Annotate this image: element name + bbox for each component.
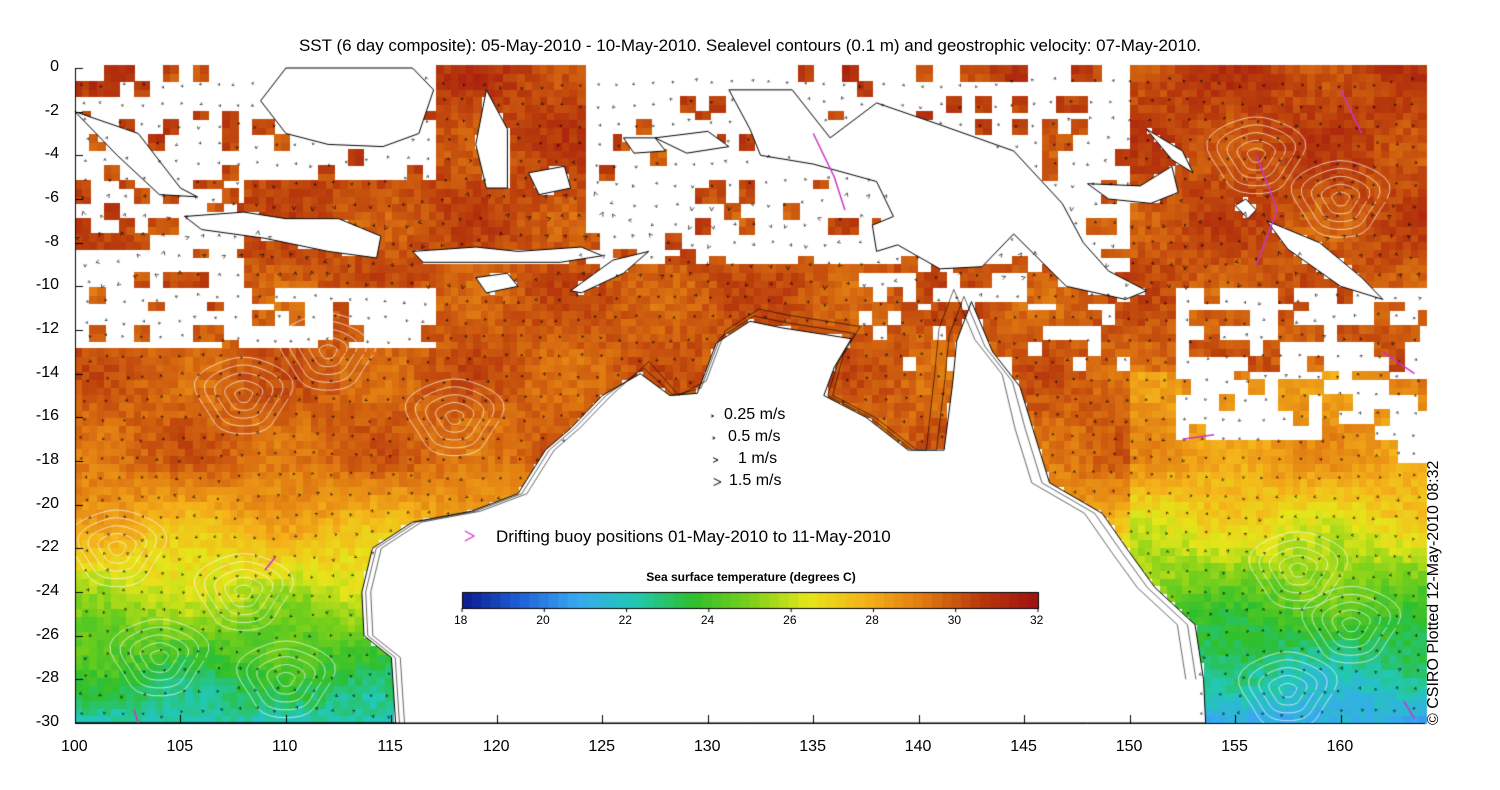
velocity-label-0: 0.25 m/s: [724, 406, 786, 423]
map-title: SST (6 day composite): 05-May-2010 - 10-…: [298, 36, 1202, 55]
y-tick-label: -28: [35, 669, 59, 687]
credit-text: © CSIRO Plotted 12-May-2010 08:32: [1425, 460, 1442, 725]
colorbar-tick-label: 30: [947, 613, 962, 627]
x-tick-label: 135: [799, 738, 826, 755]
x-tick-label: 140: [904, 738, 932, 755]
x-tick-label: 125: [588, 738, 616, 755]
colorbar-tick-label: 28: [865, 613, 879, 627]
colorbar-tick-label: 32: [1030, 613, 1044, 627]
x-tick-label: 115: [377, 738, 403, 755]
x-tick-label: 150: [1115, 738, 1143, 755]
x-tick-label: 105: [166, 738, 194, 755]
y-tick-label: -8: [44, 232, 59, 250]
y-tick-label: -2: [44, 101, 59, 119]
y-tick-label: -22: [35, 538, 59, 556]
x-tick-label: 110: [271, 738, 298, 755]
y-tick-label: -18: [35, 451, 59, 468]
y-tick-label: -14: [35, 363, 59, 381]
y-tick-label: -16: [35, 407, 59, 425]
x-tick-label: 145: [1010, 738, 1037, 755]
colorbar-tick-label: 24: [700, 613, 715, 627]
colorbar-tick-label: 18: [454, 613, 468, 627]
y-tick-label: -10: [35, 276, 59, 294]
x-tick-label: 160: [1326, 738, 1354, 755]
y-tick-label: -6: [44, 189, 59, 206]
velocity-label-1: 0.5 m/s: [728, 428, 781, 445]
x-tick-label: 130: [693, 738, 721, 755]
x-tick-label: 155: [1221, 738, 1248, 755]
buoy-legend-label: Drifting buoy positions 01-May-2010 to 1…: [496, 527, 891, 546]
y-tick-label: -4: [44, 145, 59, 163]
velocity-label-3: 1.5 m/s: [729, 472, 782, 489]
y-tick-label: -20: [35, 494, 59, 512]
colorbar-title: Sea surface temperature (degrees C): [646, 570, 856, 584]
colorbar-tick-label: 22: [618, 613, 632, 627]
colorbar-tick-label: 26: [783, 613, 797, 627]
x-tick-label: 100: [61, 738, 88, 755]
y-tick-label: -24: [35, 582, 59, 599]
y-tick-label: -26: [35, 625, 59, 643]
x-tick-label: 120: [482, 738, 510, 755]
colorbar-tick-label: 20: [536, 613, 550, 627]
y-tick-label: 0: [50, 58, 59, 75]
y-tick-label: -30: [35, 713, 59, 730]
velocity-label-2: 1 m/s: [738, 450, 778, 467]
y-tick-label: -12: [35, 320, 59, 337]
